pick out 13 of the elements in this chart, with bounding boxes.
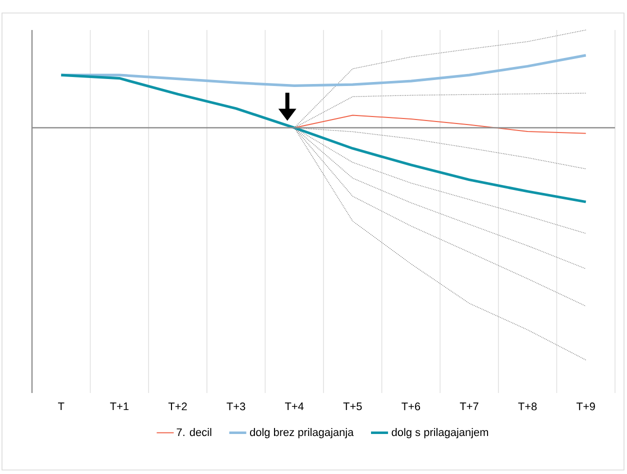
legend-label: 7. decil: [176, 428, 212, 436]
legend-label: dolg brez prilagajanja: [250, 428, 354, 438]
x-tick-label: T+2: [168, 402, 187, 410]
x-tick-label: T+9: [576, 402, 595, 410]
x-tick-label: T+3: [226, 402, 246, 410]
legend-label: dolg s prilagajanjem: [392, 428, 488, 438]
x-tick-label: T+5: [343, 402, 362, 410]
x-tick-label: T: [58, 402, 64, 410]
x-tick-label: T+6: [402, 402, 420, 410]
x-tick-label: T+1: [110, 402, 129, 410]
x-tick-label: T+7: [460, 402, 478, 410]
x-tick-label: T+4: [285, 402, 304, 410]
x-tick-label: T+8: [518, 402, 537, 410]
